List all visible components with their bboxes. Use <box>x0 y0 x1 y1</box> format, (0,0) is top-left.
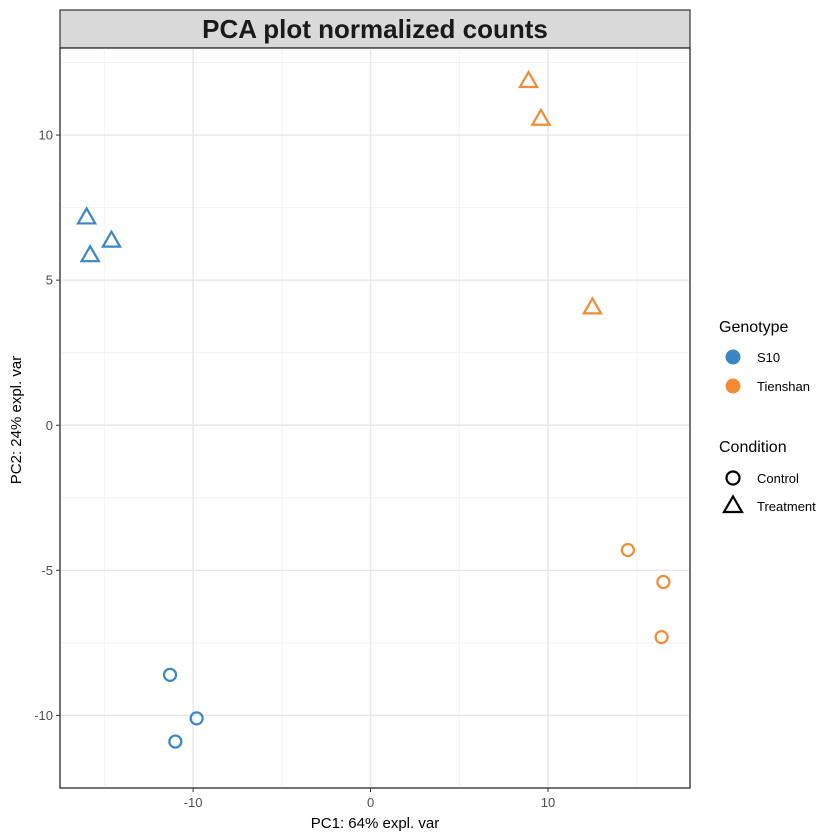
data-point-control <box>620 542 635 558</box>
x-tick-label: 10 <box>541 795 555 810</box>
data-point-treatment <box>76 206 98 225</box>
major-gridlines <box>60 48 690 788</box>
legend-label-control: Control <box>757 471 799 486</box>
y-tick-label: 10 <box>39 128 53 143</box>
chart-title: PCA plot normalized counts <box>202 14 548 44</box>
data-point-treatment <box>517 69 540 89</box>
data-point-treatment <box>581 296 603 315</box>
data-points <box>76 69 671 749</box>
y-tick-label: -10 <box>34 708 53 723</box>
legend-circle-icon <box>725 470 741 486</box>
x-axis-ticks: -10 0 10 <box>184 788 555 810</box>
plot-border <box>59 47 691 789</box>
data-point-control <box>654 629 669 645</box>
data-point-treatment <box>79 243 101 263</box>
title-strip <box>59 9 691 49</box>
legend-genotype-title: Genotype <box>719 319 788 336</box>
data-point-control <box>189 711 204 726</box>
x-tick-label: -10 <box>184 795 203 810</box>
data-point-control <box>168 734 183 749</box>
legend-triangle-icon <box>722 494 744 514</box>
legend-swatch-s10 <box>725 349 741 365</box>
y-axis-ticks: -10 -5 0 5 10 <box>34 128 60 723</box>
legend-label-s10: S10 <box>757 350 780 365</box>
x-tick-label: 0 <box>367 795 374 810</box>
legend-genotype: Genotype S10 Tienshan <box>719 319 810 394</box>
data-point-control <box>656 574 671 590</box>
legend-label-treatment: Treatment <box>757 499 816 514</box>
minor-gridlines <box>60 48 690 789</box>
y-tick-label: -5 <box>41 563 53 578</box>
y-tick-label: 5 <box>46 273 53 288</box>
legend-label-tienshan: Tienshan <box>757 379 810 394</box>
y-tick-label: 0 <box>46 418 53 433</box>
legend-condition-title: Condition <box>719 439 787 456</box>
plot-panel <box>59 47 691 789</box>
data-point-control <box>162 667 178 682</box>
legend-condition: Condition Control Treatment <box>719 439 816 514</box>
data-point-treatment <box>100 229 122 248</box>
data-point-treatment <box>530 107 552 126</box>
legend-swatch-tienshan <box>725 378 741 394</box>
y-axis-title: PC2: 24% expl. var <box>8 356 25 484</box>
x-axis-title: PC1: 64% expl. var <box>311 815 439 832</box>
